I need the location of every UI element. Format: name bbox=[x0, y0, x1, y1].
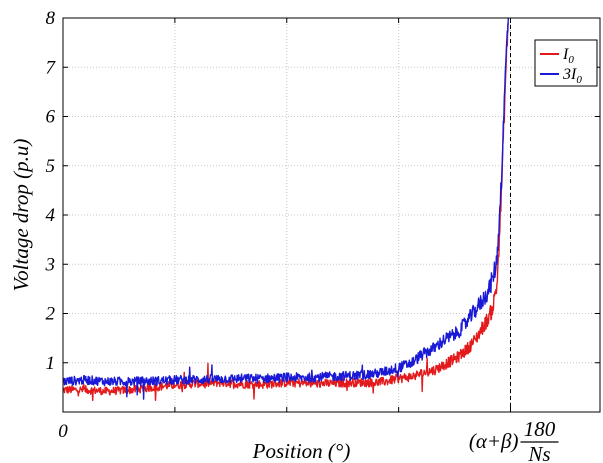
marker-label-denominator: Ns bbox=[527, 442, 550, 463]
y-tick-label-1: 2 bbox=[46, 304, 56, 325]
y-tick-label-4: 5 bbox=[46, 156, 56, 177]
x-tick-label-0: 0 bbox=[58, 421, 68, 442]
marker-label-prefix: (α+β) bbox=[469, 429, 519, 453]
y-tick-label-7: 8 bbox=[46, 8, 56, 29]
series-line-1 bbox=[62, 17, 509, 400]
y-tick-label-3: 4 bbox=[46, 205, 56, 226]
marker-label-numerator: 180 bbox=[524, 417, 556, 441]
y-tick-label-2: 3 bbox=[45, 254, 56, 275]
y-tick-label-5: 6 bbox=[46, 107, 56, 128]
series-group bbox=[62, 17, 509, 402]
legend-box bbox=[534, 39, 598, 87]
y-axis-label: Voltage drop (p.u) bbox=[9, 139, 33, 292]
x-axis-label: Position (°) bbox=[252, 439, 351, 463]
y-tick-label-0: 1 bbox=[46, 353, 56, 374]
ticks-group: 1 2 3 4 5 6 7 8 0 bbox=[45, 8, 600, 442]
y-tick-label-6: 7 bbox=[46, 57, 57, 78]
